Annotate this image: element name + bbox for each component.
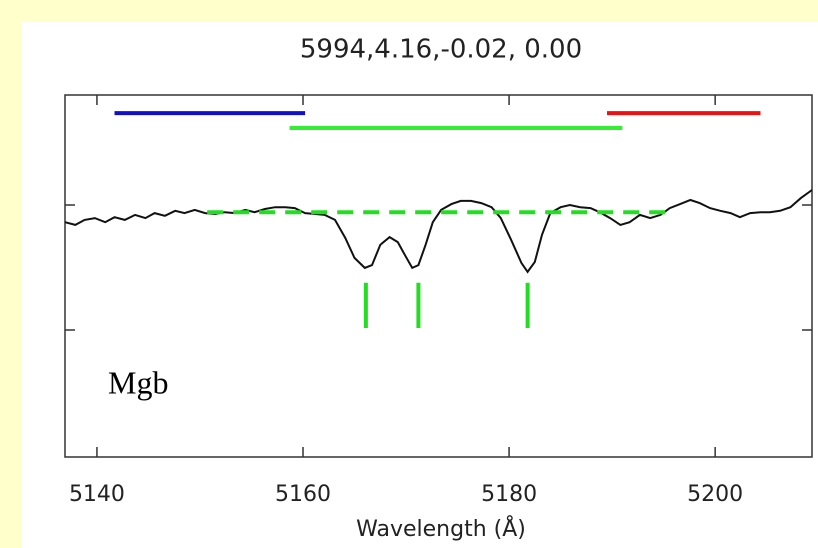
annotation: Mgb — [108, 364, 168, 400]
plot-frame — [64, 94, 813, 458]
chart-title: 5994,4.16,-0.02, 0.00 — [300, 35, 582, 65]
x-tick-label: 5200 — [687, 482, 743, 507]
x-tick-label: 5160 — [275, 482, 331, 507]
series-line — [64, 189, 813, 274]
x-tick-label: 5140 — [69, 482, 125, 507]
x-tick-label: 5180 — [481, 482, 537, 507]
x-axis-label: Wavelength (Å) — [356, 515, 526, 542]
